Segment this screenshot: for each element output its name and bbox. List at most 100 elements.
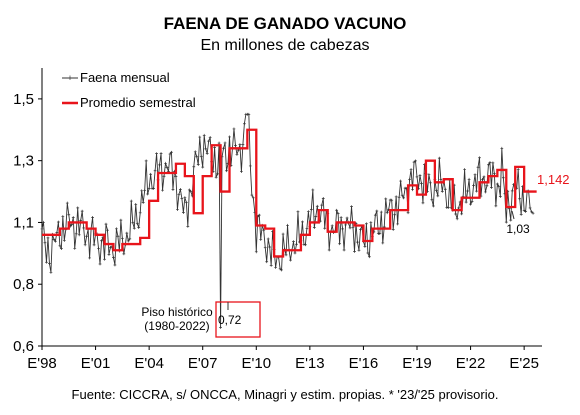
monthly-point: [357, 248, 361, 252]
monthly-point: [153, 169, 157, 173]
monthly-point: [482, 175, 486, 179]
monthly-point: [375, 209, 379, 213]
monthly-point: [350, 205, 353, 209]
monthly-point: [286, 223, 289, 227]
monthly-point: [351, 226, 355, 229]
monthly-point: [196, 163, 200, 167]
monthly-point: [369, 221, 373, 224]
monthly-line: [41, 113, 534, 328]
monthly-point: [201, 165, 205, 169]
monthly-point: [320, 203, 324, 207]
monthly-point: [302, 242, 306, 246]
monthly-point: [186, 224, 190, 228]
monthly-point: [314, 215, 318, 218]
monthly-point: [171, 188, 175, 192]
monthly-point: [225, 169, 228, 173]
monthly-point: [393, 213, 397, 217]
monthly-point: [484, 190, 487, 194]
monthly-point: [509, 218, 513, 222]
monthly-point: [510, 189, 514, 193]
x-tick-label: E'01: [81, 355, 111, 372]
monthly-point: [495, 182, 499, 186]
monthly-point: [323, 226, 327, 230]
monthly-point: [161, 188, 164, 192]
monthly-point: [296, 210, 300, 214]
monthly-point: [138, 211, 142, 215]
monthly-point: [344, 223, 347, 227]
legend-label-monthly: Faena mensual: [80, 70, 170, 85]
monthly-point: [56, 220, 60, 224]
monthly-point: [262, 228, 266, 232]
monthly-point: [100, 239, 103, 243]
monthly-point: [92, 243, 96, 247]
monthly-point: [494, 204, 498, 208]
monthly-point: [71, 216, 75, 219]
monthly-point: [475, 189, 478, 193]
monthly-point: [107, 253, 111, 256]
monthly-point: [412, 160, 416, 164]
monthly-point: [406, 211, 410, 215]
monthly-point: [192, 165, 196, 169]
monthly-point: [80, 209, 84, 213]
monthly-point: [58, 244, 62, 248]
monthly-point: [113, 263, 117, 267]
monthly-point: [251, 196, 255, 200]
monthly-point: [487, 163, 490, 167]
monthly-point: [373, 213, 377, 217]
monthly-point: [379, 210, 383, 214]
monthly-point: [164, 161, 167, 165]
monthly-point: [109, 245, 112, 249]
monthly-point: [159, 152, 163, 155]
monthly-point: [488, 161, 492, 165]
monthly-point: [411, 188, 414, 192]
monthly-point: [460, 212, 464, 216]
monthly-point: [135, 221, 139, 225]
monthly-point: [312, 226, 316, 230]
x-tick-label: E'98: [27, 355, 57, 372]
monthly-point: [501, 176, 505, 180]
monthly-point: [481, 178, 484, 181]
monthly-point: [492, 172, 496, 176]
monthly-point: [476, 165, 480, 169]
monthly-point: [119, 218, 123, 222]
monthly-point: [359, 228, 362, 232]
monthly-point: [281, 232, 285, 236]
monthly-point: [73, 246, 77, 250]
monthly-point: [338, 242, 342, 246]
x-tick-label: E'10: [242, 355, 272, 372]
monthly-point: [500, 146, 504, 150]
monthly-point: [301, 220, 304, 224]
monthly-point: [45, 260, 48, 264]
monthly-point: [306, 210, 310, 214]
monthly-point: [274, 266, 278, 269]
monthly-point: [53, 239, 57, 243]
monthly-point: [97, 247, 100, 250]
monthly-point: [293, 251, 297, 255]
monthly-point: [59, 247, 63, 250]
series-monthly: [40, 112, 535, 329]
monthly-point: [238, 143, 242, 147]
monthly-point: [365, 222, 368, 226]
monthly-point: [193, 150, 197, 154]
monthly-point: [189, 190, 193, 193]
monthly-point: [464, 200, 468, 204]
monthly-point: [205, 152, 209, 155]
monthly-point: [149, 172, 153, 176]
monthly-point: [162, 174, 166, 178]
monthly-point: [40, 227, 44, 231]
x-tick-label: E'25: [509, 355, 539, 372]
monthly-point: [408, 178, 411, 182]
monthly-point: [55, 231, 59, 235]
monthly-point: [183, 196, 187, 200]
monthly-point: [524, 210, 528, 213]
monthly-point: [170, 150, 173, 154]
monthly-point: [217, 141, 221, 145]
monthly-point: [366, 251, 370, 255]
monthly-point: [457, 206, 461, 210]
monthly-point: [115, 227, 118, 231]
chart-title: FAENA DE GANADO VACUNO: [164, 14, 407, 33]
monthly-point: [378, 232, 382, 235]
annotation-floor-range: (1980-2022): [144, 319, 209, 333]
monthly-point: [280, 268, 283, 272]
monthly-point: [336, 212, 340, 216]
